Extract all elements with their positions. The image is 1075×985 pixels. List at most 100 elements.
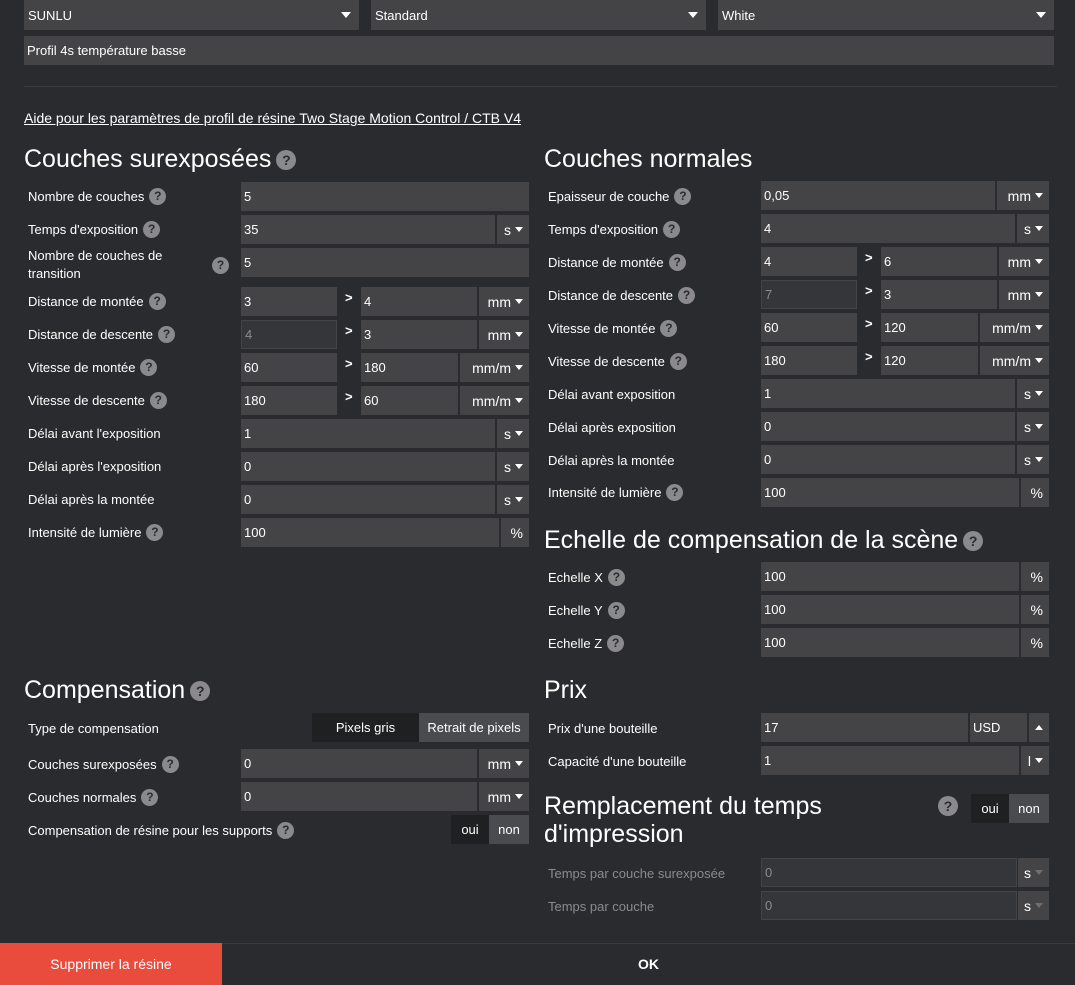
comp-type-gray-pixels-option[interactable]: Pixels gris <box>312 713 419 742</box>
comp-type-pixel-shrink-option[interactable]: Retrait de pixels <box>419 713 529 742</box>
comp-normal-unit-select[interactable]: mm <box>479 782 529 811</box>
help-icon[interactable]: ? <box>161 756 179 773</box>
arrow-gt: > <box>865 283 873 298</box>
over-retract-speed-unit-select[interactable]: mm/m <box>460 386 529 415</box>
label-override-over-time: Temps par couche surexposée <box>548 866 726 881</box>
label-text: Echelle Y <box>548 603 603 618</box>
bottle-price-input[interactable]: 17 <box>761 713 968 742</box>
help-icon[interactable]: ? <box>678 287 696 304</box>
help-icon[interactable]: ? <box>158 326 176 343</box>
over-retract-dist-unit-select[interactable]: mm <box>479 320 529 349</box>
over-lift-speed-1-input[interactable]: 60 <box>241 353 337 382</box>
normal-thickness-unit-select[interactable]: mm <box>997 181 1049 210</box>
help-icon[interactable]: ? <box>607 635 625 652</box>
help-icon[interactable]: ? <box>212 256 229 274</box>
help-icon[interactable]: ? <box>276 150 297 171</box>
normal-retract-dist-2-input[interactable]: 3 <box>881 280 997 309</box>
normal-lift-dist-1-input[interactable]: 4 <box>761 247 857 276</box>
label-text: Vitesse de montée <box>28 360 136 375</box>
help-icon[interactable]: ? <box>660 320 678 337</box>
help-icon[interactable]: ? <box>607 569 625 586</box>
normal-delay-after-input[interactable]: 0 <box>761 412 1015 441</box>
comp-support-yes-option[interactable]: oui <box>451 815 489 844</box>
help-icon[interactable]: ? <box>963 531 984 552</box>
normal-lift-dist-unit-select[interactable]: mm <box>999 247 1049 276</box>
bottle-capacity-unit-select[interactable]: l <box>1021 746 1049 775</box>
override-yes-option[interactable]: oui <box>971 794 1009 823</box>
normal-delay-before-input[interactable]: 1 <box>761 379 1015 408</box>
normal-retract-dist-unit-select[interactable]: mm <box>999 280 1049 309</box>
help-link[interactable]: Aide pour les paramètres de profil de ré… <box>24 110 521 126</box>
over-retract-dist-2-input[interactable]: 3 <box>361 320 477 349</box>
help-icon[interactable]: ? <box>674 188 692 205</box>
help-icon[interactable]: ? <box>663 221 681 238</box>
over-lift-dist-unit-select[interactable]: mm <box>479 287 529 316</box>
over-delay-before-unit-select[interactable]: s <box>497 419 529 448</box>
normal-retract-speed-2-input[interactable]: 120 <box>881 346 978 375</box>
over-lift-dist-2-input[interactable]: 4 <box>361 287 477 316</box>
normal-light-input[interactable]: 100 <box>761 478 1019 507</box>
over-lift-speed-unit-select[interactable]: mm/m <box>460 353 529 382</box>
color-select[interactable]: White <box>718 0 1054 30</box>
comp-over-input[interactable]: 0 <box>241 749 477 778</box>
help-icon[interactable]: ? <box>140 359 158 376</box>
over-retract-speed-1-input[interactable]: 180 <box>241 386 337 415</box>
over-transition-input[interactable]: 5 <box>241 248 529 277</box>
normal-exposure-unit-select[interactable]: s <box>1017 214 1049 243</box>
normal-retract-speed-unit-select[interactable]: mm/m <box>980 346 1049 375</box>
scale-x-input[interactable]: 100 <box>761 562 1019 591</box>
help-icon[interactable]: ? <box>149 392 167 409</box>
help-icon[interactable]: ? <box>668 254 686 271</box>
over-delay-after-unit-select[interactable]: s <box>497 452 529 481</box>
over-exposure-input[interactable]: 35 <box>241 215 495 244</box>
over-lift-speed-2-input[interactable]: 180 <box>361 353 458 382</box>
scale-y-input[interactable]: 100 <box>761 595 1019 624</box>
normal-exposure-input[interactable]: 4 <box>761 214 1015 243</box>
comp-normal-input[interactable]: 0 <box>241 782 477 811</box>
currency-select[interactable]: USD <box>970 713 1027 742</box>
chevron-down-icon <box>1035 259 1043 264</box>
help-icon[interactable]: ? <box>938 796 958 816</box>
brand-select[interactable]: SUNLU <box>24 0 359 30</box>
delete-resin-button[interactable]: Supprimer la résine <box>0 943 222 985</box>
normal-lift-speed-2-input[interactable]: 120 <box>881 313 978 342</box>
normal-lift-speed-1-input[interactable]: 60 <box>761 313 857 342</box>
over-delay-after-input[interactable]: 0 <box>241 452 495 481</box>
help-icon[interactable]: ? <box>190 681 211 702</box>
help-icon[interactable]: ? <box>143 221 161 238</box>
help-icon[interactable]: ? <box>666 484 684 501</box>
profile-name-input[interactable]: Profil 4s température basse <box>24 36 1054 65</box>
override-no-option[interactable]: non <box>1009 794 1049 823</box>
over-retract-speed-2-input[interactable]: 60 <box>361 386 458 415</box>
help-icon[interactable]: ? <box>277 822 295 839</box>
normal-delay-lift-input[interactable]: 0 <box>761 445 1015 474</box>
comp-over-unit-select[interactable]: mm <box>479 749 529 778</box>
help-icon[interactable]: ? <box>146 524 164 541</box>
scale-z-input[interactable]: 100 <box>761 628 1019 657</box>
normal-lift-speed-unit-select[interactable]: mm/m <box>980 313 1049 342</box>
bottle-capacity-input[interactable]: 1 <box>761 746 1019 775</box>
help-icon[interactable]: ? <box>669 353 687 370</box>
over-delay-before-input[interactable]: 1 <box>241 419 495 448</box>
over-n-layers-input[interactable]: 5 <box>241 182 529 211</box>
help-icon[interactable]: ? <box>141 789 159 806</box>
type-select[interactable]: Standard <box>371 0 706 30</box>
ok-button[interactable]: OK <box>638 956 659 972</box>
normal-delay-lift-unit-select[interactable]: s <box>1017 445 1049 474</box>
currency-toggle[interactable] <box>1029 713 1049 742</box>
over-lift-dist-1-input[interactable]: 3 <box>241 287 337 316</box>
comp-support-no-option[interactable]: non <box>489 815 529 844</box>
chevron-down-icon <box>688 12 698 18</box>
normal-delay-after-unit-select[interactable]: s <box>1017 412 1049 441</box>
normal-lift-dist-2-input[interactable]: 6 <box>881 247 997 276</box>
over-light-input[interactable]: 100 <box>241 518 499 547</box>
normal-thickness-input[interactable]: 0,05 <box>761 181 995 210</box>
over-delay-lift-unit-select[interactable]: s <box>497 485 529 514</box>
help-icon[interactable]: ? <box>149 188 167 205</box>
help-icon[interactable]: ? <box>148 293 166 310</box>
normal-retract-speed-1-input[interactable]: 180 <box>761 346 857 375</box>
over-delay-lift-input[interactable]: 0 <box>241 485 495 514</box>
help-icon[interactable]: ? <box>607 602 625 619</box>
normal-delay-before-unit-select[interactable]: s <box>1017 379 1049 408</box>
over-exposure-unit-select[interactable]: s <box>497 215 529 244</box>
